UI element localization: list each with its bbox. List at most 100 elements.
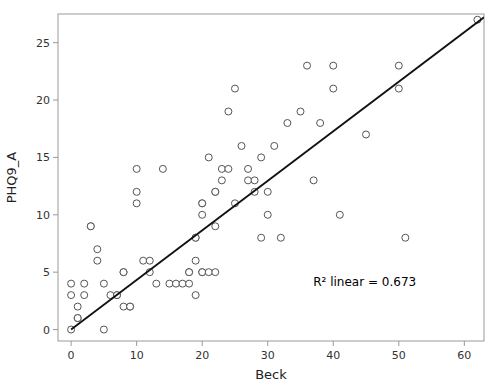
- scatter-point: [231, 85, 238, 92]
- scatter-point: [159, 165, 166, 172]
- scatter-point: [120, 269, 127, 276]
- scatter-point: [205, 154, 212, 161]
- scatter-point: [192, 257, 199, 264]
- chart-container: 01020304050600510152025BeckPHQ9_AR² line…: [0, 0, 500, 389]
- scatter-point: [120, 303, 127, 310]
- scatter-point: [212, 188, 219, 195]
- scatter-point: [212, 188, 219, 195]
- scatter-point: [310, 177, 317, 184]
- x-tick-label: 0: [68, 349, 75, 362]
- r2-annotation: R² linear = 0.673: [313, 275, 416, 289]
- scatter-point: [186, 280, 193, 287]
- scatter-point: [205, 269, 212, 276]
- scatter-point: [212, 269, 219, 276]
- scatter-point: [199, 200, 206, 207]
- scatter-point: [212, 223, 219, 230]
- scatter-point: [395, 62, 402, 69]
- scatter-point: [277, 234, 284, 241]
- scatter-point: [245, 165, 252, 172]
- scatter-point: [81, 280, 88, 287]
- scatter-point: [225, 165, 232, 172]
- y-tick: [53, 100, 58, 101]
- scatter-point: [363, 131, 370, 138]
- x-tick: [267, 341, 268, 346]
- scatter-point: [330, 62, 337, 69]
- scatter-point: [264, 211, 271, 218]
- scatter-point: [74, 315, 81, 322]
- data-marks: [68, 16, 484, 333]
- axes: 01020304050600510152025: [36, 37, 471, 362]
- scatter-point: [74, 315, 81, 322]
- x-tick: [71, 341, 72, 346]
- scatter-point: [100, 280, 107, 287]
- chart-svg: 01020304050600510152025BeckPHQ9_AR² line…: [0, 0, 500, 389]
- x-tick-label: 30: [261, 349, 275, 362]
- scatter-point: [146, 257, 153, 264]
- scatter-point: [304, 62, 311, 69]
- scatter-point: [81, 292, 88, 299]
- scatter-point: [94, 257, 101, 264]
- scatter-point: [264, 188, 271, 195]
- scatter-point: [74, 303, 81, 310]
- scatter-point: [133, 200, 140, 207]
- y-tick-label: 5: [43, 266, 50, 279]
- scatter-point: [68, 292, 75, 299]
- scatter-point: [245, 177, 252, 184]
- scatter-point: [192, 292, 199, 299]
- scatter-point: [395, 85, 402, 92]
- scatter-point: [225, 108, 232, 115]
- scatter-point: [127, 303, 134, 310]
- y-tick-label: 0: [43, 324, 50, 337]
- scatter-point: [68, 280, 75, 287]
- scatter-point: [100, 326, 107, 333]
- scatter-point: [251, 177, 258, 184]
- scatter-point: [336, 211, 343, 218]
- scatter-point: [87, 223, 94, 230]
- y-tick: [53, 214, 58, 215]
- y-tick: [53, 272, 58, 273]
- scatter-point: [140, 257, 147, 264]
- scatter-point: [127, 303, 134, 310]
- scatter-point: [199, 211, 206, 218]
- scatter-point: [179, 280, 186, 287]
- scatter-point: [87, 223, 94, 230]
- scatter-point: [199, 200, 206, 207]
- scatter-point: [330, 85, 337, 92]
- scatter-point: [153, 280, 160, 287]
- scatter-point: [317, 120, 324, 127]
- scatter-point: [238, 142, 245, 149]
- x-tick-label: 60: [457, 349, 471, 362]
- x-tick-label: 50: [392, 349, 406, 362]
- scatter-point: [133, 165, 140, 172]
- plot-frame: [58, 14, 484, 341]
- x-tick-label: 40: [326, 349, 340, 362]
- x-tick: [398, 341, 399, 346]
- scatter-point: [297, 108, 304, 115]
- x-tick-label: 10: [130, 349, 144, 362]
- scatter-point: [199, 269, 206, 276]
- scatter-point: [186, 269, 193, 276]
- y-tick-label: 20: [36, 94, 50, 107]
- scatter-point: [94, 246, 101, 253]
- scatter-point: [172, 280, 179, 287]
- y-tick: [53, 42, 58, 43]
- x-tick: [136, 341, 137, 346]
- y-tick-label: 15: [36, 151, 50, 164]
- scatter-point: [258, 154, 265, 161]
- fit-line: [71, 17, 484, 329]
- x-axis-label: Beck: [255, 367, 287, 382]
- y-tick-label: 10: [36, 209, 50, 222]
- y-axis-label: PHQ9_A: [4, 152, 19, 204]
- x-tick: [333, 341, 334, 346]
- scatter-point: [120, 269, 127, 276]
- scatter-point: [284, 120, 291, 127]
- scatter-point: [199, 269, 206, 276]
- scatter-point: [402, 234, 409, 241]
- scatter-point: [218, 165, 225, 172]
- scatter-point: [166, 280, 173, 287]
- scatter-point: [133, 188, 140, 195]
- y-tick: [53, 157, 58, 158]
- x-tick-label: 20: [195, 349, 209, 362]
- x-tick: [202, 341, 203, 346]
- scatter-point: [218, 177, 225, 184]
